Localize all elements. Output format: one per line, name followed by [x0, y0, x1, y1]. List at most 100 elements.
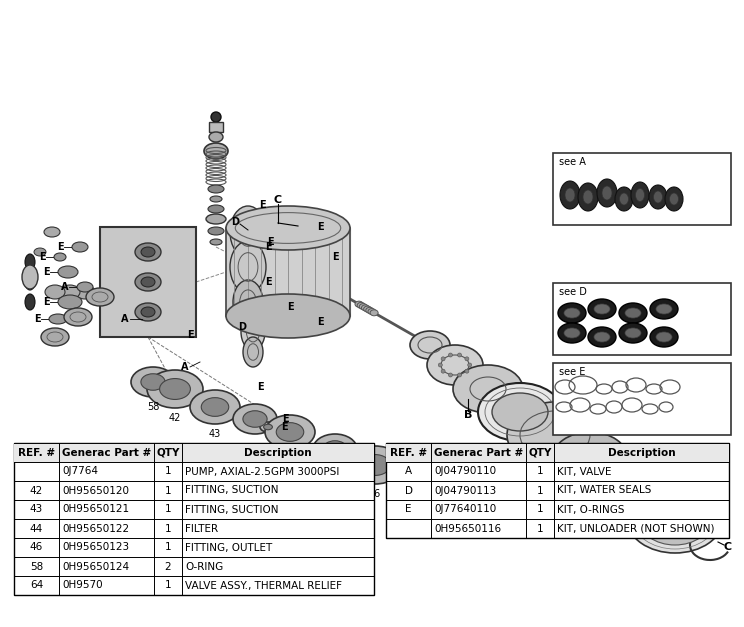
Ellipse shape	[86, 288, 114, 306]
Ellipse shape	[564, 328, 580, 338]
Text: 2: 2	[164, 562, 171, 571]
Ellipse shape	[588, 299, 616, 319]
Text: E: E	[265, 242, 272, 252]
Ellipse shape	[141, 277, 155, 287]
Ellipse shape	[230, 241, 266, 293]
Circle shape	[458, 373, 461, 377]
Ellipse shape	[276, 423, 304, 441]
Text: see E: see E	[559, 367, 586, 377]
Text: E: E	[332, 252, 339, 262]
Text: D: D	[231, 217, 239, 227]
Ellipse shape	[492, 393, 548, 431]
Ellipse shape	[610, 474, 670, 516]
Text: 42: 42	[30, 485, 43, 495]
Text: FITTING, OUTLET: FITTING, OUTLET	[185, 542, 272, 552]
Ellipse shape	[565, 188, 575, 202]
Text: D: D	[405, 485, 412, 495]
Circle shape	[468, 363, 472, 367]
Text: E: E	[42, 267, 49, 277]
Text: 1: 1	[164, 505, 171, 515]
Ellipse shape	[359, 455, 391, 475]
Ellipse shape	[131, 367, 175, 397]
Text: E: E	[362, 444, 368, 454]
Circle shape	[465, 369, 469, 373]
Text: FITTING, SUCTION: FITTING, SUCTION	[185, 505, 278, 515]
Ellipse shape	[650, 299, 678, 319]
Text: E: E	[39, 252, 45, 262]
Text: 64: 64	[30, 581, 43, 591]
Ellipse shape	[22, 265, 38, 289]
Ellipse shape	[141, 374, 165, 390]
Ellipse shape	[650, 327, 678, 347]
Bar	[386, 443, 729, 462]
Text: 0H95650116: 0H95650116	[434, 524, 501, 534]
Text: 46: 46	[30, 542, 43, 552]
Ellipse shape	[25, 254, 35, 270]
Circle shape	[438, 363, 442, 367]
Text: 0H95650120: 0H95650120	[62, 485, 129, 495]
Ellipse shape	[507, 402, 603, 468]
Ellipse shape	[45, 285, 65, 299]
Text: 46: 46	[369, 489, 381, 499]
Ellipse shape	[410, 331, 450, 359]
Ellipse shape	[594, 304, 610, 314]
Text: 42: 42	[169, 413, 182, 423]
Ellipse shape	[357, 302, 365, 308]
Circle shape	[458, 353, 461, 357]
Ellipse shape	[25, 294, 35, 310]
Text: 0H95650124: 0H95650124	[62, 562, 129, 571]
Text: 1: 1	[164, 466, 171, 477]
Ellipse shape	[653, 191, 662, 203]
Ellipse shape	[135, 273, 161, 291]
Text: D: D	[238, 322, 246, 332]
Ellipse shape	[190, 390, 240, 424]
Ellipse shape	[233, 280, 263, 324]
Text: E: E	[317, 317, 324, 327]
Ellipse shape	[41, 328, 69, 346]
Text: QTY: QTY	[156, 448, 180, 458]
Text: KIT, O-RINGS: KIT, O-RINGS	[557, 505, 624, 515]
Ellipse shape	[627, 485, 723, 553]
Ellipse shape	[58, 295, 82, 309]
Ellipse shape	[588, 327, 616, 347]
Text: E: E	[57, 242, 63, 252]
Ellipse shape	[230, 206, 266, 258]
Circle shape	[449, 353, 452, 357]
Ellipse shape	[598, 465, 682, 525]
Text: 1: 1	[164, 542, 171, 552]
Text: see D: see D	[559, 287, 587, 297]
Ellipse shape	[558, 323, 586, 343]
Bar	[14, 443, 374, 462]
Text: B: B	[464, 410, 472, 420]
Text: KIT, WATER SEALS: KIT, WATER SEALS	[557, 485, 652, 495]
Text: 0J04790113: 0J04790113	[434, 485, 496, 495]
Text: FILTER: FILTER	[185, 524, 218, 534]
Ellipse shape	[135, 243, 161, 261]
Ellipse shape	[362, 305, 370, 311]
Bar	[226, 228, 350, 316]
Text: VALVE ASSY., THERMAL RELIEF: VALVE ASSY., THERMAL RELIEF	[185, 581, 342, 591]
Ellipse shape	[355, 301, 363, 307]
Text: KIT, UNLOADER (NOT SHOWN): KIT, UNLOADER (NOT SHOWN)	[557, 524, 714, 534]
Text: 43: 43	[209, 429, 221, 439]
Text: 1: 1	[536, 505, 543, 515]
Ellipse shape	[558, 303, 586, 323]
Text: 0J7764: 0J7764	[62, 466, 98, 477]
Ellipse shape	[64, 308, 92, 326]
Ellipse shape	[54, 253, 66, 261]
Ellipse shape	[241, 314, 265, 350]
Ellipse shape	[58, 266, 78, 278]
Ellipse shape	[364, 306, 372, 312]
Bar	[14, 443, 374, 595]
Ellipse shape	[201, 398, 228, 416]
Ellipse shape	[564, 308, 580, 318]
Ellipse shape	[615, 187, 633, 211]
Ellipse shape	[210, 196, 222, 202]
Ellipse shape	[49, 314, 67, 324]
Text: KIT, VALVE: KIT, VALVE	[557, 466, 612, 477]
Ellipse shape	[597, 179, 617, 207]
Text: E: E	[257, 382, 263, 392]
Ellipse shape	[72, 242, 88, 252]
Bar	[209, 122, 223, 132]
Ellipse shape	[594, 332, 610, 342]
